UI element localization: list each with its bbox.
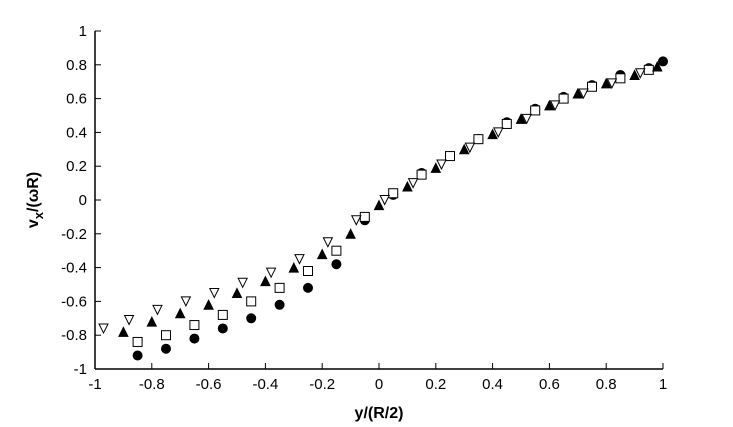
marker-triangle <box>458 143 470 155</box>
marker-square <box>189 320 200 331</box>
marker-triangle <box>203 299 214 310</box>
marker-triangle-down <box>123 314 135 326</box>
marker-triangle-down <box>208 287 220 299</box>
marker-square <box>388 188 399 199</box>
marker-triangle-down <box>578 88 589 100</box>
marker-circle <box>274 299 285 310</box>
x-tick-label: -0.4 <box>252 376 278 393</box>
marker-triangle-down <box>294 254 305 265</box>
marker-circle <box>658 56 668 67</box>
x-tick-label: 0.2 <box>425 376 446 393</box>
marker-square <box>530 105 541 116</box>
y-label-main: v <box>25 219 42 228</box>
y-tick-label: -1 <box>74 361 87 378</box>
y-tick-label: 0 <box>79 192 87 209</box>
marker-square <box>303 265 313 276</box>
y-label-rest: /(ωR) <box>25 172 42 212</box>
marker-triangle <box>288 261 300 273</box>
marker-triangle <box>629 69 640 80</box>
y-axis-label: vx/(ωR) <box>25 172 46 228</box>
marker-triangle <box>487 128 498 140</box>
marker-triangle-down <box>464 142 476 154</box>
x-tick-label: 0.4 <box>482 376 503 393</box>
marker-triangle <box>260 275 271 287</box>
marker-triangle <box>652 60 663 72</box>
marker-square <box>132 336 143 347</box>
y-label-subscript: x <box>31 211 46 219</box>
marker-triangle-down <box>606 78 618 90</box>
marker-triangle-down <box>521 113 532 125</box>
marker-triangle-down <box>634 68 646 79</box>
x-tick-label: -0.8 <box>139 376 165 393</box>
marker-triangle <box>174 307 186 319</box>
x-tick-label: 0.8 <box>596 376 617 393</box>
marker-circle <box>189 333 200 344</box>
marker-triangle <box>345 228 356 239</box>
y-tick-label: 0.4 <box>66 124 87 141</box>
marker-triangle <box>600 77 612 89</box>
y-tick-label: -0.2 <box>61 226 87 243</box>
marker-square <box>501 118 512 129</box>
marker-triangle <box>430 162 442 173</box>
marker-square <box>331 245 342 256</box>
y-tick-label: 0.8 <box>66 57 87 74</box>
marker-square <box>246 296 257 307</box>
marker-triangle-down <box>98 323 109 335</box>
marker-square <box>217 309 228 320</box>
marker-triangle <box>515 113 527 124</box>
marker-triangle <box>402 180 413 192</box>
marker-circle <box>217 323 228 334</box>
marker-square <box>558 93 569 104</box>
y-tick-label: 0.6 <box>66 91 87 108</box>
x-tick-label: -0.2 <box>309 376 335 393</box>
marker-triangle-down <box>322 237 334 248</box>
marker-triangle <box>118 326 129 337</box>
x-axis-label: y/(R/2) <box>355 405 404 422</box>
marker-square <box>359 211 370 222</box>
marker-triangle-down <box>265 267 277 279</box>
marker-triangle <box>544 99 555 111</box>
marker-triangle-down <box>379 195 390 206</box>
marker-triangle-down <box>350 215 362 226</box>
marker-triangle-down <box>152 304 163 316</box>
marker-circle <box>331 259 342 270</box>
marker-circle <box>132 350 143 361</box>
marker-triangle-down <box>549 100 561 111</box>
marker-triangle <box>373 199 385 211</box>
marker-square <box>473 134 484 145</box>
marker-circle <box>161 343 171 354</box>
x-tick-label: -0.6 <box>196 376 222 393</box>
marker-square <box>615 73 626 84</box>
marker-triangle <box>316 248 328 260</box>
marker-square <box>643 64 654 75</box>
marker-triangle-down <box>237 277 248 289</box>
y-tick-label: 1 <box>79 23 87 40</box>
marker-triangle <box>231 287 243 298</box>
y-tick-label: -0.8 <box>61 327 87 344</box>
x-tick-label: -1 <box>88 376 101 393</box>
x-tick-label: 1 <box>659 376 667 393</box>
y-tick-label: 0.2 <box>66 158 87 175</box>
marker-square <box>161 330 171 341</box>
x-tick-label: 0.6 <box>539 376 560 393</box>
marker-square <box>445 151 455 162</box>
marker-circle <box>303 282 313 293</box>
marker-triangle-down <box>407 178 419 189</box>
y-tick-label: -0.6 <box>61 293 87 310</box>
marker-square <box>274 282 285 293</box>
marker-triangle <box>146 316 158 327</box>
y-tick-label: -0.4 <box>61 260 87 277</box>
marker-triangle <box>572 87 584 99</box>
marker-square <box>416 169 427 180</box>
marker-triangle-down <box>180 296 192 308</box>
marker-triangle-down <box>436 159 447 171</box>
x-tick-label: 0 <box>375 376 383 393</box>
marker-square <box>587 81 597 92</box>
marker-circle <box>246 313 257 324</box>
marker-triangle-down <box>492 127 504 139</box>
